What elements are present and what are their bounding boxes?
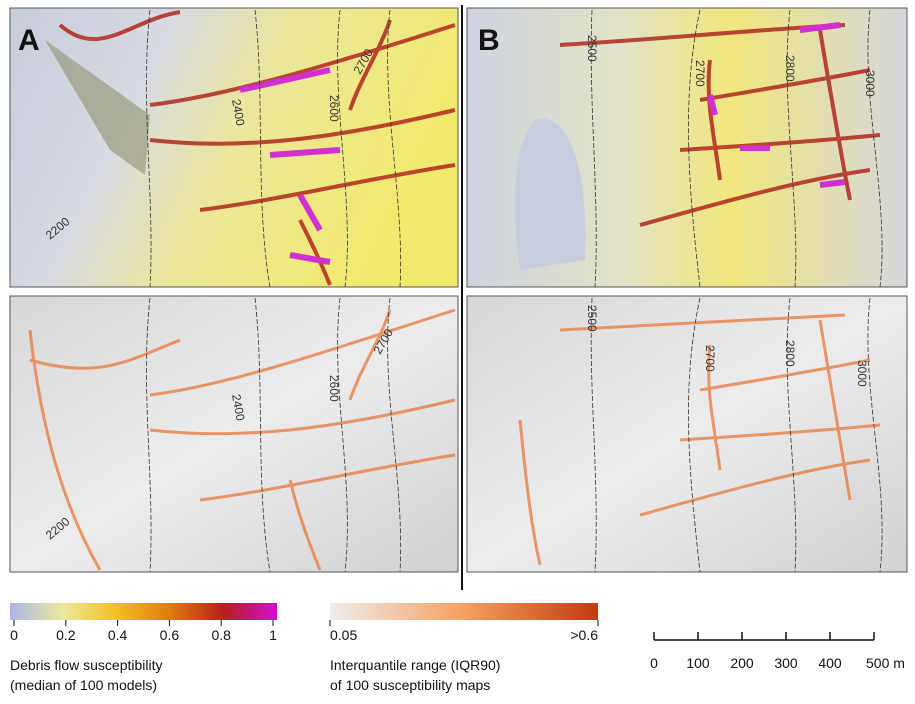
figure: A 2200 2400 2600 2700 B 2500 2700 2800 3…	[0, 0, 915, 699]
scale-label: 400	[818, 655, 842, 671]
tick-label: >0.6	[570, 627, 598, 643]
contour-label: 2500	[585, 305, 599, 332]
tick-label: 0.4	[108, 627, 128, 643]
scale-label: 0	[650, 655, 658, 671]
panel-b-bottom: 2500 2700 2800 3000	[467, 296, 907, 572]
panel-a-bottom: 2200 2400 2600 2700	[10, 296, 458, 572]
contour-label: 2800	[783, 55, 797, 82]
tick-label: 0	[10, 627, 18, 643]
scale-bar: 0 100 200 300 400 500 m	[650, 632, 905, 671]
panel-a-top: A 2200 2400 2600 2700	[10, 8, 458, 287]
susceptibility-legend: Debris flow susceptibility (median of 10…	[10, 603, 277, 693]
contour-label: 2700	[693, 60, 707, 87]
contour-label: 2700	[703, 345, 717, 372]
panel-b-top: B 2500 2700 2800 3000	[467, 8, 907, 287]
contour-label: 2500	[585, 35, 599, 62]
tick-label: 0.6	[160, 627, 180, 643]
panel-label: B	[478, 24, 500, 57]
scale-label: 500 m	[866, 655, 905, 671]
tick-label: 1	[269, 627, 277, 643]
iqr-legend: Interquantile range (IQR90) of 100 susce…	[330, 603, 598, 693]
contour-label: 3000	[863, 70, 877, 97]
tick-label: 0.8	[211, 627, 231, 643]
contour-label: 3000	[855, 360, 869, 387]
scale-label: 100	[686, 655, 710, 671]
tick-label: 0.2	[56, 627, 76, 643]
contour-label: 2800	[783, 340, 797, 367]
legend-title: (median of 100 models)	[10, 677, 157, 693]
color-bar	[330, 603, 598, 620]
contour-label: 2600	[327, 375, 341, 402]
legend-title: Debris flow susceptibility	[10, 657, 163, 673]
tick-label: 0.05	[330, 627, 357, 643]
contour-label: 2600	[327, 95, 341, 122]
legend-title: Interquantile range (IQR90)	[330, 657, 500, 673]
map-background	[10, 8, 458, 287]
panel-label: A	[18, 24, 40, 57]
scale-label: 200	[730, 655, 754, 671]
scale-label: 300	[774, 655, 798, 671]
legend-title: of 100 susceptibility maps	[330, 677, 490, 693]
color-bar	[10, 603, 277, 620]
